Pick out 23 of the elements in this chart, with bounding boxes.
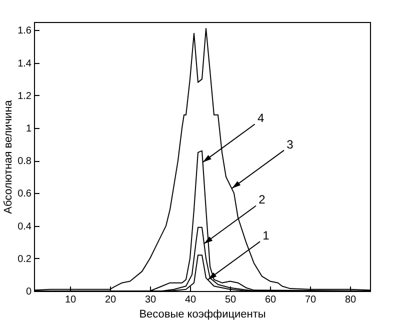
y-tick-label: 1 xyxy=(26,123,32,134)
y-tick-label: 0.6 xyxy=(18,188,32,200)
y-tick-label: 0.4 xyxy=(18,221,32,232)
annotation: 2 xyxy=(258,192,266,207)
y-tick-label: 0 xyxy=(26,286,32,298)
y-tick-label: 1.2 xyxy=(18,90,32,102)
x-tick-label: 50 xyxy=(224,294,236,306)
y-axis-title: Абсолютная величина xyxy=(2,99,15,214)
x-tick-label: 10 xyxy=(64,294,76,306)
annotation: 1 xyxy=(262,228,270,243)
y-tick-label: 1.4 xyxy=(18,58,32,70)
x-tick-label: 60 xyxy=(264,294,276,306)
y-tick-label: 1.6 xyxy=(18,26,32,37)
annotation: 3 xyxy=(286,137,294,152)
y-tick-label: 0.2 xyxy=(18,254,32,265)
x-tick-label: 40 xyxy=(184,294,196,306)
annotation: 4 xyxy=(257,111,264,126)
y-tick-label: 0.8 xyxy=(18,156,32,168)
x-tick-label: 30 xyxy=(144,294,156,306)
x-axis-title: Весовые коэффициенты xyxy=(139,308,266,320)
x-tick-label: 80 xyxy=(344,294,356,306)
x-tick-label: 20 xyxy=(104,294,116,306)
x-tick-label: 70 xyxy=(304,294,316,306)
